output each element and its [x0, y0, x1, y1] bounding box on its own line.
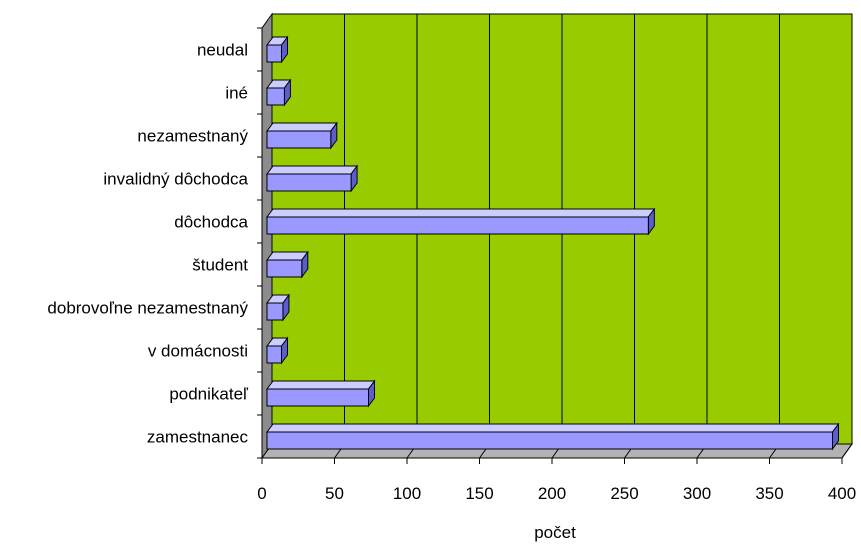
x-tick-label: 250	[610, 484, 638, 503]
bar	[266, 173, 352, 192]
bar-top	[266, 251, 309, 261]
category-label: v domácnosti	[148, 342, 248, 361]
bar	[266, 431, 833, 450]
x-tick-labels: 0 50 100 150 200 250 300 350 400	[257, 484, 856, 503]
x-tick-label: 100	[393, 484, 421, 503]
x-tick-label: 300	[683, 484, 711, 503]
bar	[266, 345, 282, 364]
x-tick-label: 200	[538, 484, 566, 503]
gridline-floor	[841, 443, 853, 459]
bar	[266, 130, 332, 149]
bar-top	[266, 423, 840, 433]
category-labels: neudal iné nezamestnaný invalidný dôchodca d…	[47, 41, 249, 447]
x-tick-label: 400	[828, 484, 856, 503]
category-label: dôchodca	[174, 213, 248, 232]
bar	[266, 44, 282, 63]
bar	[266, 87, 285, 106]
x-tick-label: 350	[755, 484, 783, 503]
bar-top	[266, 122, 338, 132]
category-label: nezamestnaný	[137, 127, 248, 146]
category-label: zamestnanec	[147, 428, 249, 447]
category-label: študent	[192, 256, 248, 275]
bar	[266, 216, 649, 235]
x-tick-label: 150	[465, 484, 493, 503]
category-label: dobrovoľne nezamestnaný	[47, 299, 248, 318]
bars	[266, 35, 840, 451]
bar	[266, 388, 369, 407]
bar-top	[266, 380, 376, 390]
x-tick-label: 50	[325, 484, 344, 503]
category-label: podnikateľ	[169, 385, 249, 404]
x-axis-title: počet	[534, 523, 576, 542]
bar-top	[266, 208, 656, 218]
bar	[266, 302, 284, 321]
category-label: iné	[225, 84, 248, 103]
category-label: invalidný dôchodca	[103, 170, 248, 189]
bar-top	[266, 165, 359, 175]
bar	[266, 259, 303, 278]
category-label: neudal	[197, 41, 248, 60]
x-tick-label: 0	[257, 484, 266, 503]
